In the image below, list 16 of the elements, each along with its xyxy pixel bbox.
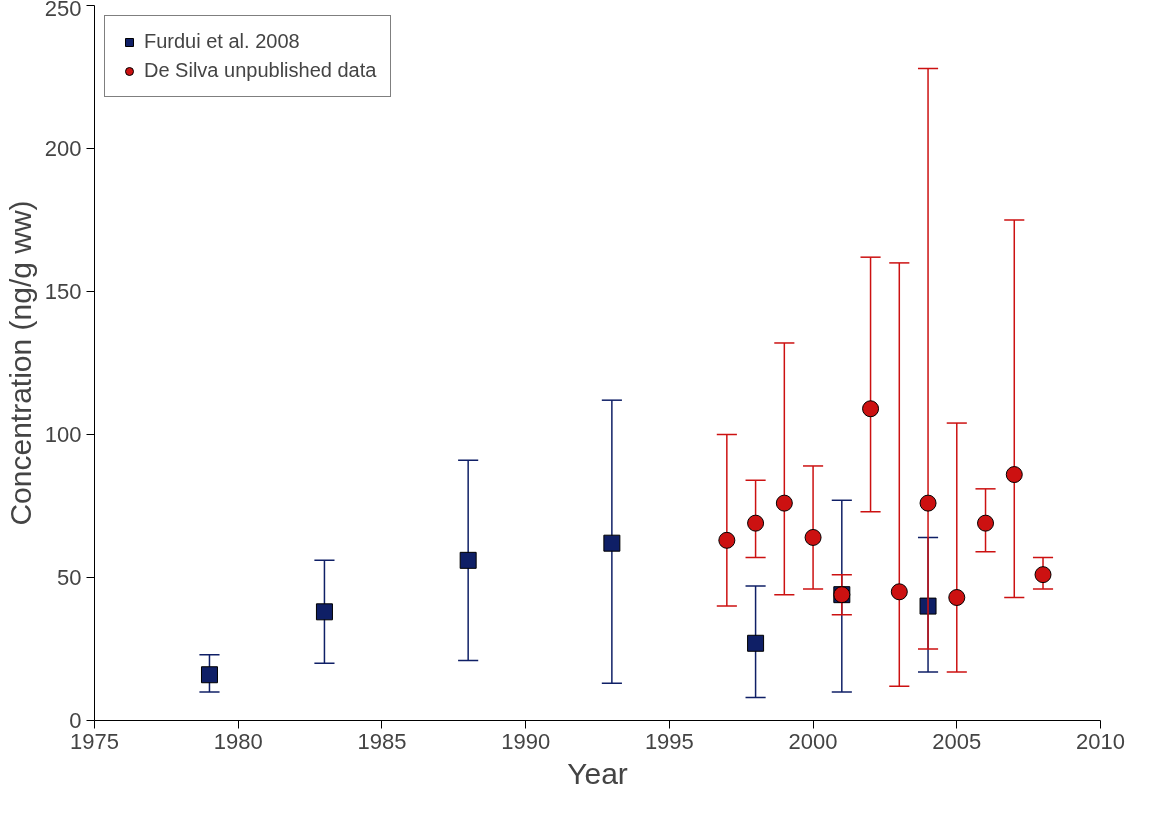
y-axis-title: Concentration (ng/g ww) [3,200,37,526]
x-tick-label: 2005 [932,728,982,754]
y-tick-label: 100 [44,422,82,447]
legend-label: Furdui et al. 2008 [144,30,300,53]
x-tick-label: 2000 [788,728,838,754]
y-tick-label: 200 [44,136,82,161]
y-tick-label: 50 [57,565,82,590]
y-tick-label: 250 [44,0,82,21]
x-tick-label: 1990 [501,728,551,754]
y-tick-label: 150 [44,279,82,304]
x-axis-title: Year [567,756,628,790]
x-tick-label: 2010 [1076,728,1125,754]
legend-label: De Silva unpublished data [144,59,377,82]
x-tick-label: 1980 [213,728,263,754]
x-tick-label: 1985 [357,728,407,754]
x-tick-label: 1995 [644,728,694,754]
